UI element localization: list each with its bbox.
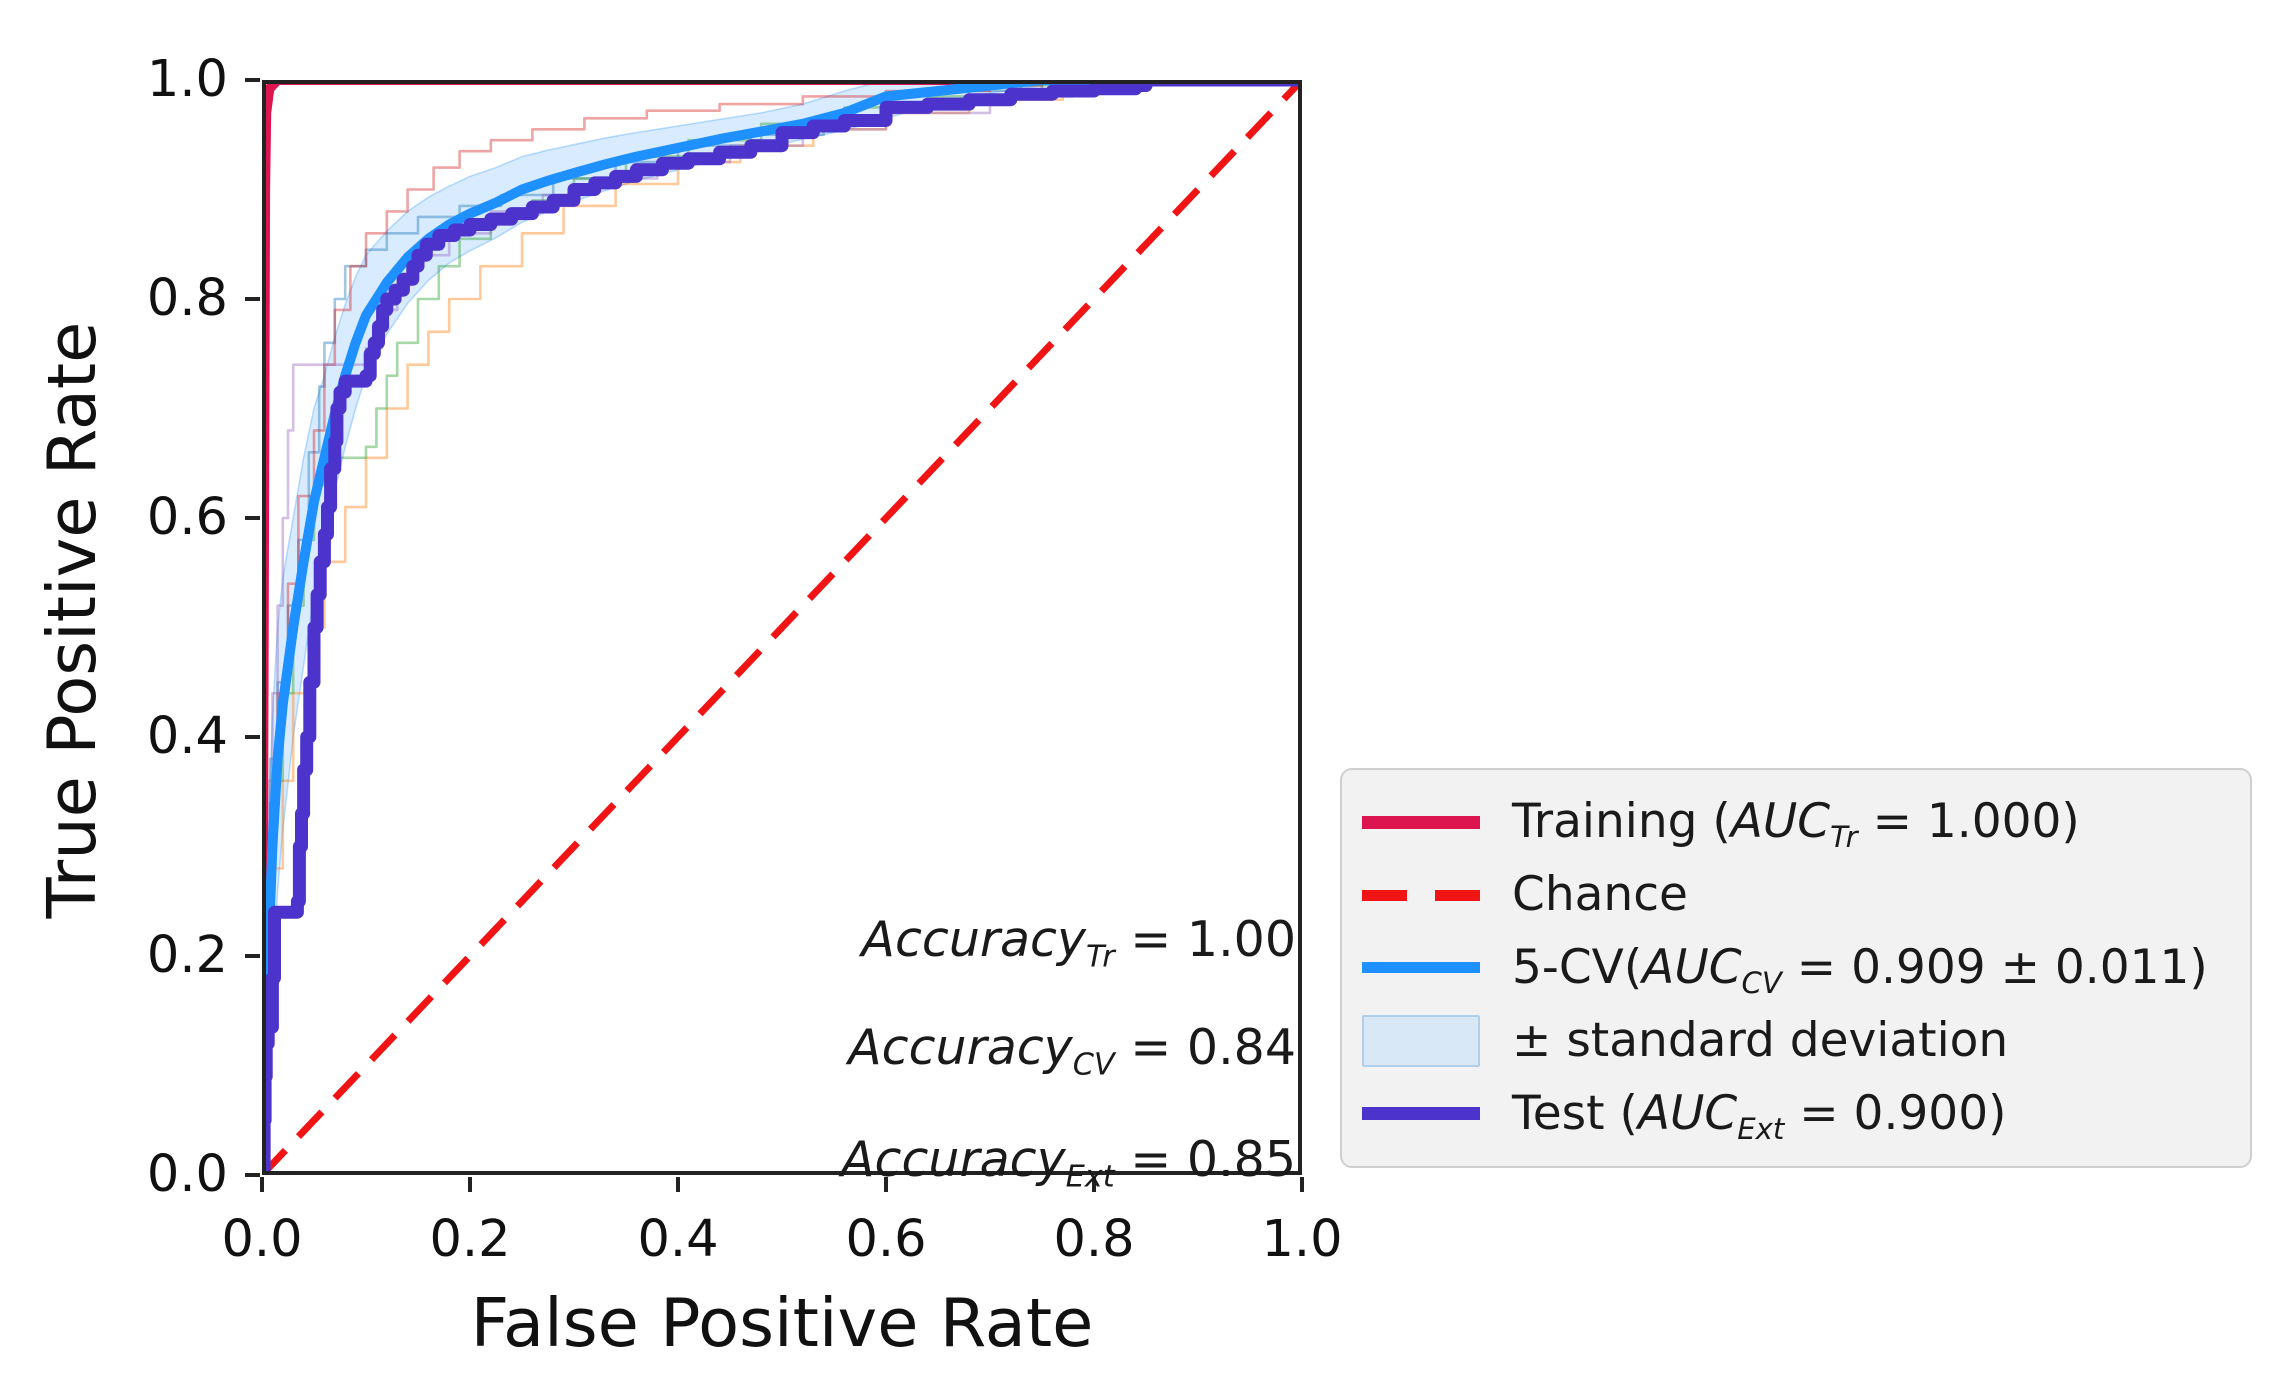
series-cv-fold-4 bbox=[262, 80, 1302, 1175]
annotation-accuracy-cv: AccuracyCV = 0.84 bbox=[848, 1017, 1296, 1080]
y-tick-label: 0.4 bbox=[146, 707, 228, 766]
plot-area bbox=[262, 80, 1302, 1175]
x-axis-title: False Positive Rate bbox=[470, 1284, 1094, 1362]
y-tick-mark bbox=[245, 954, 260, 958]
series-chance bbox=[262, 80, 1302, 1175]
annotation-subscript: Ext bbox=[1065, 1159, 1115, 1195]
y-tick-mark bbox=[245, 1173, 260, 1177]
x-tick-mark bbox=[1300, 1177, 1304, 1192]
x-tick-label: 0.8 bbox=[1053, 1210, 1135, 1269]
annotation-accuracy-training: AccuracyTr = 1.00 bbox=[861, 909, 1296, 972]
y-axis-title: True Positive Rate bbox=[33, 321, 111, 919]
legend-item-cv: 5-CV(AUCCV = 0.909 ± 0.011) bbox=[1362, 939, 2250, 1001]
x-tick-mark bbox=[468, 1177, 472, 1192]
x-tick-label: 0.0 bbox=[221, 1210, 303, 1269]
annotation-value: = 0.85 bbox=[1114, 1131, 1296, 1188]
x-tick-label: 1.0 bbox=[1261, 1210, 1343, 1269]
training-line-swatch bbox=[1362, 815, 1480, 829]
annotation-word: Accuracy bbox=[841, 1131, 1066, 1188]
series-test-auc-ext-0-900 bbox=[262, 80, 1302, 1175]
chance-dashed-line-swatch bbox=[1362, 889, 1480, 901]
legend-label-test: Test (AUCExt = 0.900) bbox=[1512, 1085, 2007, 1146]
annotation-subscript: Tr bbox=[1086, 939, 1115, 975]
y-tick-label: 0.6 bbox=[146, 488, 228, 547]
y-tick-label: 0.8 bbox=[146, 269, 228, 328]
y-tick-mark bbox=[245, 297, 260, 301]
annotation-accuracy-ext: AccuracyExt = 0.85 bbox=[841, 1129, 1296, 1192]
x-tick-mark bbox=[884, 1177, 888, 1192]
legend-label-chance: Chance bbox=[1512, 867, 1688, 923]
cv-line-swatch bbox=[1362, 962, 1480, 974]
x-tick-label: 0.2 bbox=[429, 1210, 511, 1269]
std-band-area bbox=[262, 80, 1302, 1175]
legend-item-training: Training (AUCTr = 1.000) bbox=[1362, 793, 2250, 855]
legend-item-test: Test (AUCExt = 0.900) bbox=[1362, 1085, 2250, 1143]
x-tick-mark bbox=[676, 1177, 680, 1192]
y-tick-mark bbox=[245, 78, 260, 82]
axes-frame bbox=[262, 80, 1302, 1175]
series-5-cv-auc-cv-0-909-0-011 bbox=[262, 80, 1302, 1175]
roc-curves-canvas bbox=[262, 80, 1302, 1175]
legend-item-std-band: ± standard deviation bbox=[1362, 1012, 2250, 1070]
legend-item-chance: Chance bbox=[1362, 866, 2250, 924]
annotation-subscript: CV bbox=[1072, 1047, 1115, 1083]
x-tick-mark bbox=[260, 1177, 264, 1192]
x-tick-label: 0.4 bbox=[637, 1210, 719, 1269]
y-tick-mark bbox=[245, 735, 260, 739]
annotation-value: = 0.84 bbox=[1114, 1019, 1296, 1076]
annotation-word: Accuracy bbox=[848, 1019, 1073, 1076]
y-tick-mark bbox=[245, 516, 260, 520]
y-tick-label: 1.0 bbox=[146, 50, 228, 109]
legend-label-cv: 5-CV(AUCCV = 0.909 ± 0.011) bbox=[1512, 939, 2208, 1001]
legend-label-training: Training (AUCTr = 1.000) bbox=[1512, 794, 2080, 855]
std-band-swatch bbox=[1362, 1014, 1480, 1067]
x-tick-label: 0.6 bbox=[845, 1210, 927, 1269]
legend-label-std-band: ± standard deviation bbox=[1512, 1012, 2009, 1068]
y-tick-label: 0.2 bbox=[146, 926, 228, 985]
test-line-swatch bbox=[1362, 1107, 1480, 1121]
annotation-word: Accuracy bbox=[861, 911, 1086, 968]
annotation-value: = 1.00 bbox=[1114, 911, 1296, 968]
x-tick-mark bbox=[1092, 1177, 1096, 1192]
y-tick-label: 0.0 bbox=[146, 1145, 228, 1204]
legend: Training (AUCTr = 1.000) Chance 5-CV(AUC… bbox=[1340, 768, 2252, 1168]
